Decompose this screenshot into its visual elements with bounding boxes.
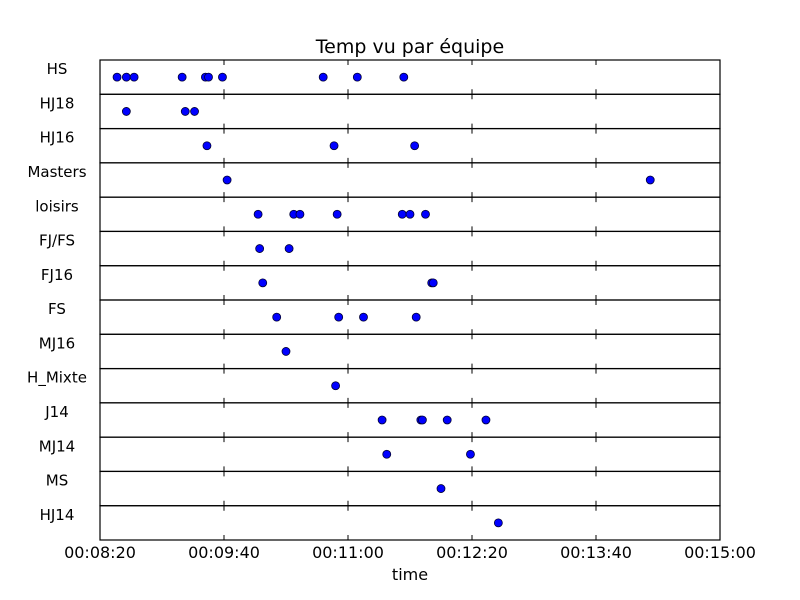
data-point xyxy=(177,72,187,82)
data-point xyxy=(121,107,131,116)
data-point xyxy=(318,72,328,82)
data-point xyxy=(295,209,305,219)
x-tick-label: 00:12:20 xyxy=(436,543,508,562)
row-label: FS xyxy=(48,300,66,318)
data-point xyxy=(222,175,232,185)
row-frame xyxy=(99,367,721,404)
data-point xyxy=(329,141,339,151)
row-label: MJ16 xyxy=(39,334,75,352)
row-label: Masters xyxy=(27,163,86,181)
row-label: H_Mixte xyxy=(27,369,87,388)
team-row: FJ/FS xyxy=(39,230,721,267)
row-label: FJ/FS xyxy=(39,232,75,250)
data-point xyxy=(421,209,430,219)
x-tick-label: 00:09:40 xyxy=(188,543,260,562)
row-frame xyxy=(99,505,721,541)
team-row: loisirs xyxy=(35,196,721,233)
data-point xyxy=(382,449,392,459)
data-point xyxy=(436,484,446,493)
row-frame xyxy=(99,162,721,198)
data-point xyxy=(410,141,420,151)
data-point xyxy=(493,518,503,528)
data-point xyxy=(255,244,265,253)
row-frame xyxy=(99,230,721,267)
data-point xyxy=(204,72,213,82)
data-point xyxy=(284,244,294,253)
data-point xyxy=(417,415,427,425)
row-label: FJ16 xyxy=(41,266,73,284)
x-axis-label: time xyxy=(392,565,428,584)
data-point xyxy=(180,107,190,116)
data-point xyxy=(411,312,421,322)
row-label: MS xyxy=(46,472,68,490)
data-point xyxy=(359,312,368,322)
data-point xyxy=(442,415,452,425)
row-label: MJ14 xyxy=(39,437,75,455)
x-axis: 00:08:20 00:09:40 00:11:00 00:12:20 00:13:40… xyxy=(64,543,756,562)
row-frame xyxy=(99,265,721,301)
data-point xyxy=(334,312,344,322)
data-point xyxy=(377,415,387,425)
team-row: HJ16 xyxy=(40,127,721,164)
plot-rows: HS HJ18 HJ16 Masters loisirs FJ/FS FJ16 FS MJ16 H… xyxy=(27,59,721,541)
data-point xyxy=(405,209,415,219)
x-tick-label: 00:11:00 xyxy=(312,543,384,562)
team-row: MJ14 xyxy=(39,436,721,473)
row-frame xyxy=(99,299,721,335)
row-frame xyxy=(99,127,721,164)
data-point xyxy=(121,72,131,82)
data-point xyxy=(129,72,139,82)
row-frame xyxy=(99,402,721,438)
data-point xyxy=(331,381,341,391)
team-row: HS xyxy=(47,59,721,95)
team-row: HJ18 xyxy=(40,93,721,130)
data-point xyxy=(352,72,362,82)
x-tick-label: 00:13:40 xyxy=(560,543,632,562)
data-point xyxy=(253,209,263,219)
chart-title: Temp vu par équipe xyxy=(315,36,504,58)
data-point xyxy=(112,72,122,82)
data-point xyxy=(218,72,227,82)
row-label: HJ18 xyxy=(40,94,75,112)
row-label: loisirs xyxy=(35,197,79,215)
data-point xyxy=(397,209,407,219)
data-point xyxy=(481,415,491,425)
row-label: HJ14 xyxy=(40,506,75,524)
data-point xyxy=(190,107,199,116)
team-row: J14 xyxy=(44,402,721,438)
team-row: MS xyxy=(46,470,721,507)
team-row: MJ16 xyxy=(39,333,721,370)
team-row: HJ14 xyxy=(40,505,721,541)
team-row: Masters xyxy=(27,162,721,198)
data-point xyxy=(258,278,268,288)
data-point xyxy=(428,278,438,288)
row-label: HJ16 xyxy=(40,129,75,147)
data-point xyxy=(281,347,291,356)
x-tick-label: 00:08:20 xyxy=(64,543,136,562)
team-row: FJ16 xyxy=(41,265,721,301)
data-point xyxy=(332,209,342,219)
row-frame xyxy=(99,59,721,95)
team-row: H_Mixte xyxy=(27,367,721,404)
data-point xyxy=(272,312,282,322)
x-tick-label: 00:15:00 xyxy=(684,543,756,562)
row-label: J14 xyxy=(44,403,69,421)
data-point xyxy=(645,175,655,185)
row-frame xyxy=(99,470,721,507)
data-point xyxy=(202,141,212,151)
row-frame xyxy=(99,436,721,473)
team-row: FS xyxy=(48,299,721,335)
data-point xyxy=(466,449,475,459)
row-label: HS xyxy=(47,60,68,78)
data-point xyxy=(399,72,409,82)
row-frame xyxy=(99,333,721,370)
